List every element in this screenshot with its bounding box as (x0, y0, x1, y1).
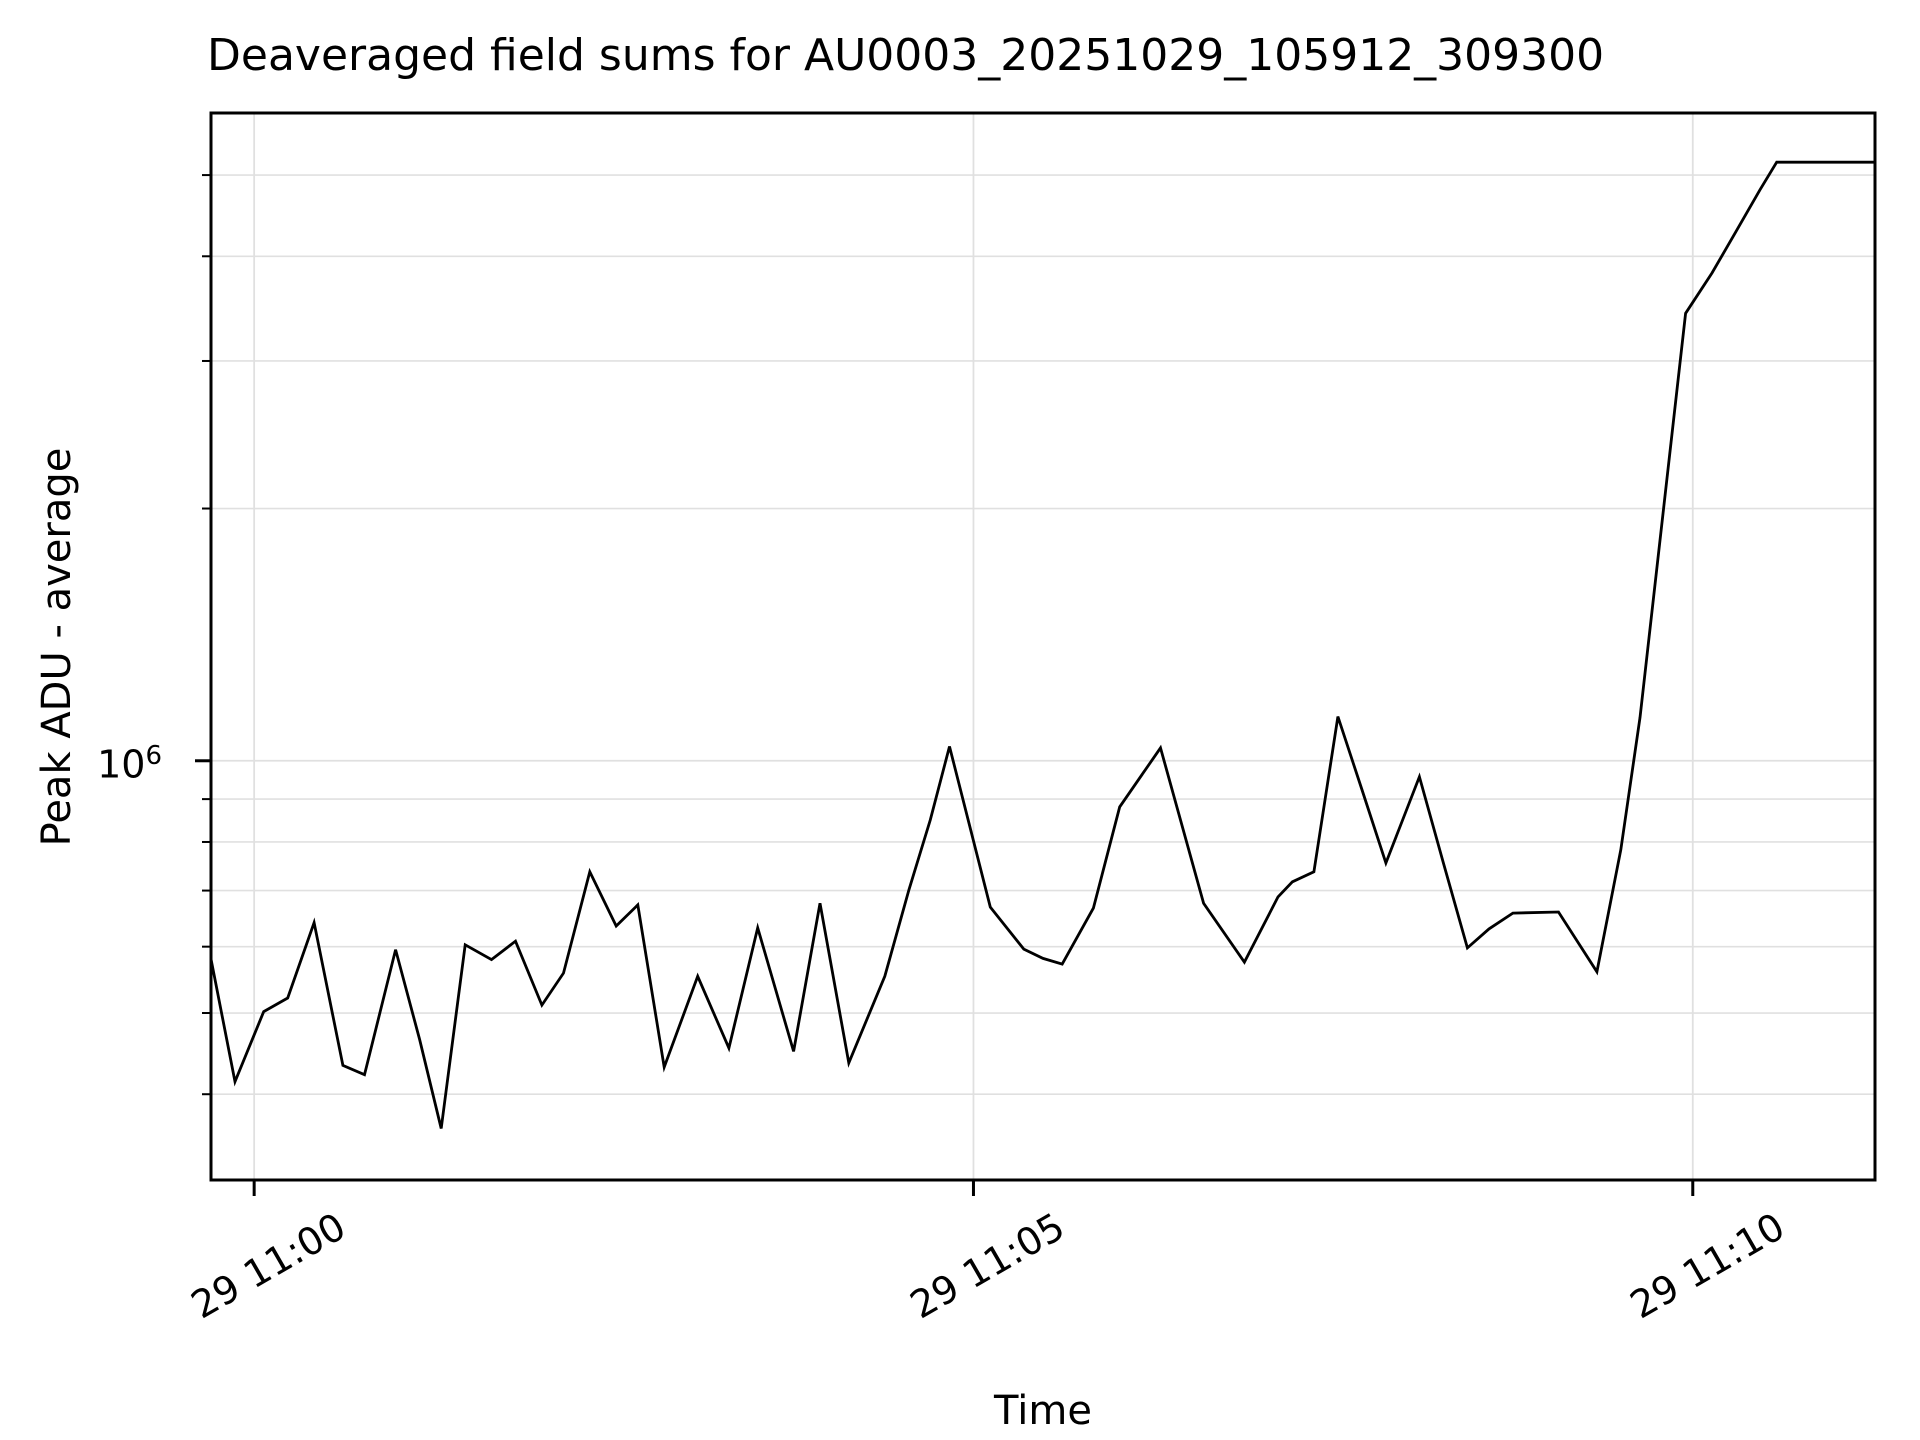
y-tick-exponent: 6 (145, 741, 162, 771)
y-tick-label-1e6: 106 (0, 733, 162, 788)
axes-spines (209, 111, 1877, 1182)
x-axis-label: Time (994, 1388, 1092, 1434)
chart-title: Deaveraged field sums for AU0003_2025102… (207, 30, 1605, 81)
y-tick-base: 10 (97, 742, 146, 787)
data-line (209, 160, 1875, 1129)
